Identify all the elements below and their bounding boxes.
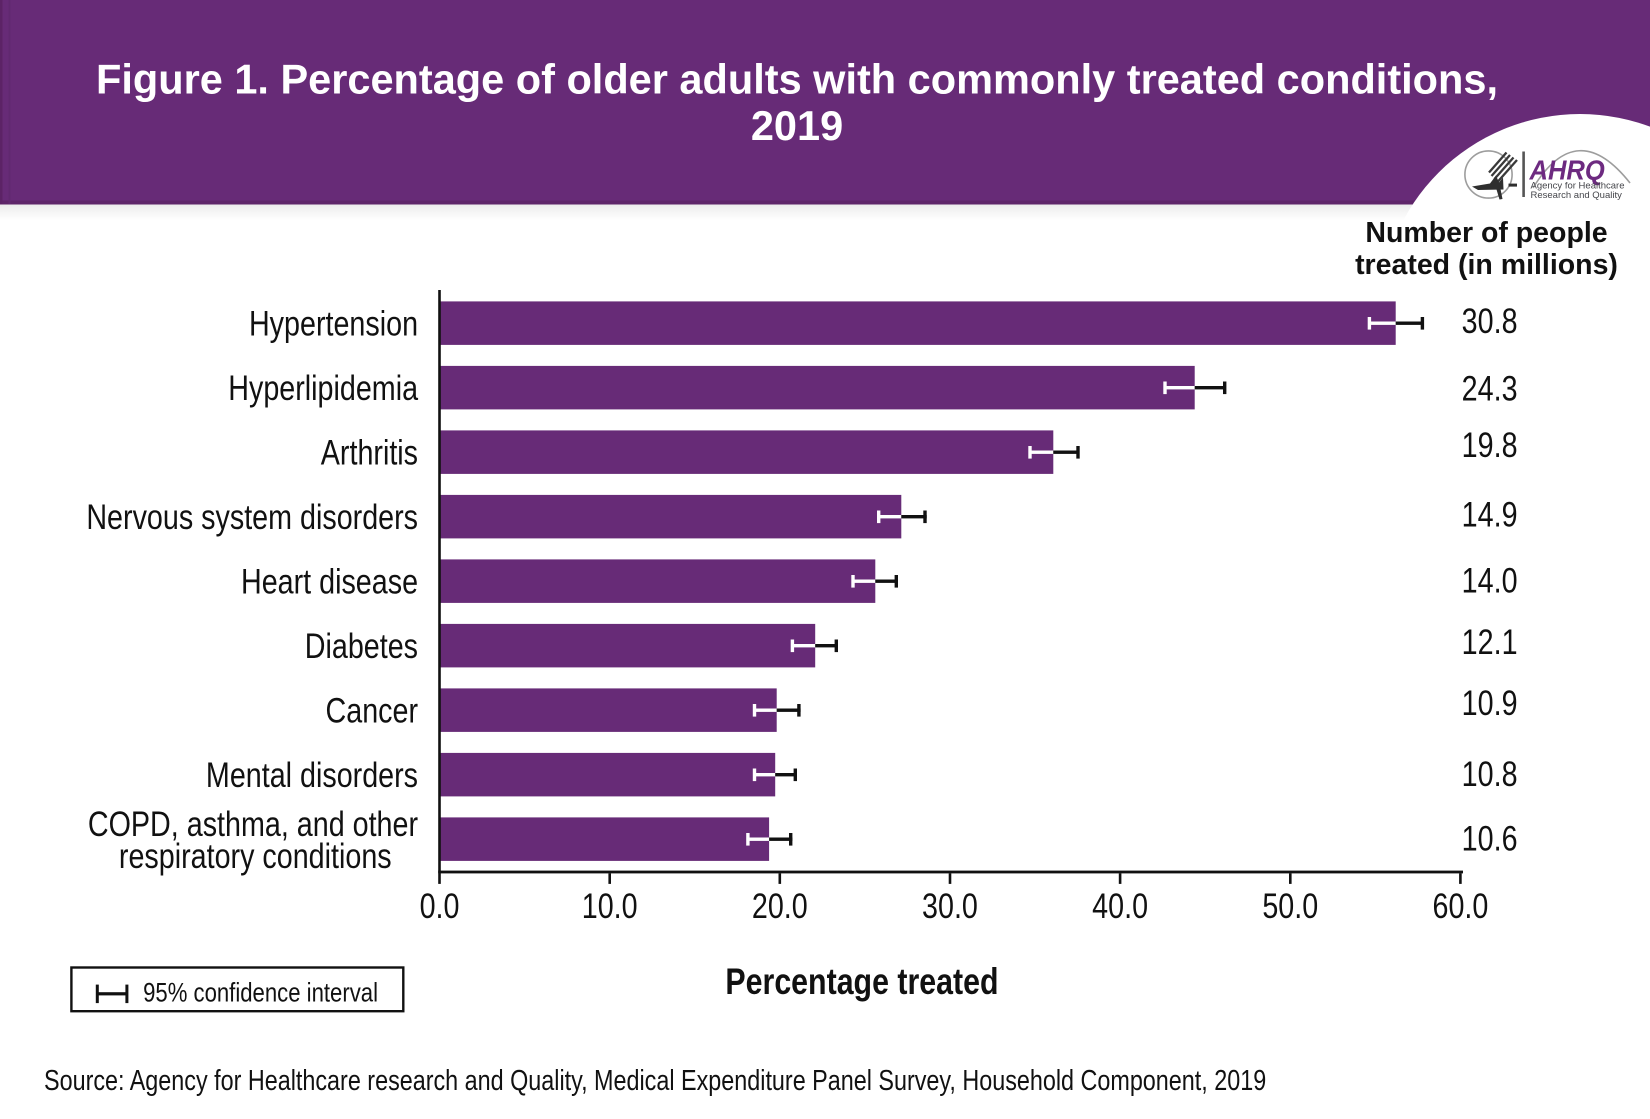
svg-text:Diabetes: Diabetes — [305, 626, 418, 665]
svg-text:40.0: 40.0 — [1092, 886, 1148, 925]
svg-text:Source: Agency for Healthcare: Source: Agency for Healthcare research a… — [44, 1064, 1266, 1097]
svg-text:COPD, asthma, and other: COPD, asthma, and other — [88, 804, 418, 843]
svg-text:10.0: 10.0 — [582, 886, 638, 925]
svg-text:Cancer: Cancer — [326, 691, 419, 730]
svg-text:Number of people: Number of people — [1365, 217, 1607, 249]
svg-text:Hypertension: Hypertension — [249, 304, 418, 343]
svg-text:respiratory conditions: respiratory conditions — [119, 836, 392, 875]
svg-text:10.8: 10.8 — [1462, 754, 1518, 793]
svg-text:14.9: 14.9 — [1462, 495, 1518, 534]
svg-text:19.8: 19.8 — [1462, 425, 1518, 464]
svg-text:Arthritis: Arthritis — [321, 433, 418, 472]
svg-text:Agency for Healthcare: Agency for Healthcare — [1531, 181, 1625, 192]
svg-text:20.0: 20.0 — [752, 886, 808, 925]
svg-text:Figure 1. Percentage of older: Figure 1. Percentage of older adults wit… — [96, 56, 1498, 103]
svg-text:Research and Quality: Research and Quality — [1531, 190, 1623, 201]
svg-text:Percentage treated: Percentage treated — [725, 961, 998, 1003]
svg-text:Nervous system disorders: Nervous system disorders — [86, 497, 418, 536]
svg-text:Mental disorders: Mental disorders — [206, 755, 418, 794]
svg-text:Hyperlipidemia: Hyperlipidemia — [228, 368, 418, 407]
svg-text:AHRQ: AHRQ — [1529, 155, 1606, 186]
svg-text:50.0: 50.0 — [1262, 886, 1318, 925]
svg-text:0.0: 0.0 — [420, 886, 460, 925]
svg-text:12.1: 12.1 — [1462, 622, 1518, 661]
svg-text:Heart disease: Heart disease — [241, 562, 418, 601]
svg-text:24.3: 24.3 — [1462, 369, 1518, 408]
svg-text:95% confidence interval: 95% confidence interval — [143, 979, 378, 1009]
svg-text:60.0: 60.0 — [1432, 886, 1488, 925]
svg-text:treated (in millions): treated (in millions) — [1355, 249, 1618, 281]
svg-text:30.8: 30.8 — [1462, 301, 1518, 340]
svg-text:10.9: 10.9 — [1462, 683, 1518, 722]
svg-text:30.0: 30.0 — [922, 886, 978, 925]
svg-text:2019: 2019 — [751, 102, 843, 149]
svg-text:14.0: 14.0 — [1462, 561, 1518, 600]
svg-text:10.6: 10.6 — [1462, 819, 1518, 858]
